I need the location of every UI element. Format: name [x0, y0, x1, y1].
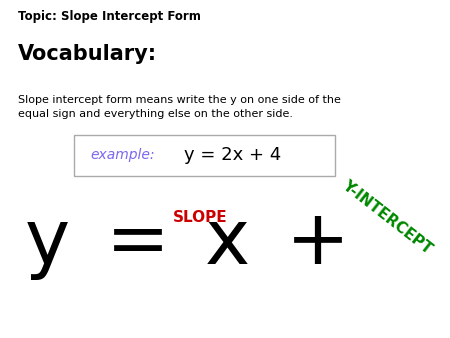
Text: Y-INTERCEPT: Y-INTERCEPT [340, 178, 435, 257]
Text: example:: example: [90, 148, 154, 163]
Text: +: + [286, 207, 350, 280]
Text: =: = [106, 207, 170, 280]
Text: Vocabulary:: Vocabulary: [18, 44, 157, 64]
Text: y = 2x + 4: y = 2x + 4 [184, 146, 282, 165]
Text: SLOPE: SLOPE [173, 210, 228, 225]
Text: Slope intercept form means write the y on one side of the
equal sign and everyth: Slope intercept form means write the y o… [18, 95, 341, 119]
Text: y: y [25, 207, 70, 280]
FancyBboxPatch shape [74, 135, 335, 176]
Text: Topic: Slope Intercept Form: Topic: Slope Intercept Form [18, 10, 201, 23]
Text: x: x [205, 207, 250, 280]
